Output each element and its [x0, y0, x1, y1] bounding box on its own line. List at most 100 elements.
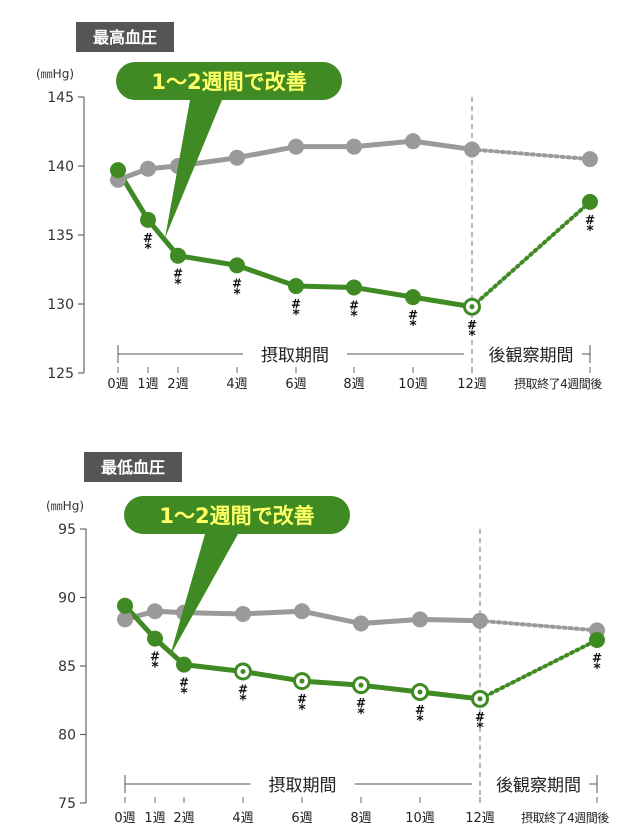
x-tick-label: 8週	[350, 811, 371, 826]
chart-systolic: 最高血圧 (㎜Hg) 125 130 135 140 145 摂取期間 後観察期間 0週 1週 2週 4…	[36, 22, 603, 392]
significance-mark: *	[416, 713, 424, 729]
y-tick-label: 80	[58, 728, 76, 744]
significance-mark: *	[239, 692, 247, 708]
x-tick-label: 10週	[405, 811, 435, 826]
callout-text: 1～2週間で改善	[151, 70, 306, 94]
followup-period-label: 後観察期間	[489, 346, 574, 366]
data-point-placebo	[147, 603, 163, 620]
data-point-placebo	[346, 138, 362, 155]
data-point-center	[477, 696, 483, 702]
data-point-treatment	[229, 257, 245, 274]
significance-mark: #	[150, 650, 160, 664]
significance-mark: *	[476, 720, 484, 736]
data-point-placebo	[229, 149, 245, 166]
callout-pointer	[170, 534, 238, 656]
significance-mark: #	[592, 651, 602, 665]
significance-mark: *	[586, 223, 594, 239]
significance-mark: *	[144, 241, 152, 257]
intake-label-bg	[250, 770, 355, 796]
y-tick-label: 85	[58, 659, 76, 675]
x-tick-label: 1週	[144, 811, 165, 826]
data-point-treatment	[170, 247, 186, 264]
callout-bubble	[116, 62, 342, 100]
significance-mark: #	[291, 297, 301, 311]
y-tick-label: 145	[47, 90, 74, 106]
data-point-placebo	[288, 138, 304, 155]
significance-mark: #	[143, 231, 153, 245]
callout-bubble	[124, 496, 350, 534]
significance-mark: *	[409, 318, 417, 334]
data-point-treatment	[147, 630, 163, 647]
significance-mark: *	[180, 686, 188, 702]
y-axis-unit: (㎜Hg)	[36, 67, 74, 81]
intake-label-bg	[243, 340, 347, 366]
significance-mark: *	[151, 660, 159, 676]
data-point-placebo	[464, 141, 480, 158]
significance-mark: #	[467, 318, 477, 332]
followup-period-label: 後観察期間	[496, 776, 581, 796]
significance-mark: #	[349, 298, 359, 312]
y-tick-label: 140	[47, 159, 74, 175]
significance-mark: *	[350, 308, 358, 324]
significance-mark: *	[593, 661, 601, 677]
x-tick-label: 1週	[137, 377, 158, 392]
data-point-center	[417, 689, 423, 695]
chart-title-box	[76, 22, 174, 52]
data-point-placebo	[353, 615, 369, 632]
data-point-treatment	[589, 631, 605, 648]
x-tick-label: 12週	[465, 811, 495, 826]
x-tick-label: 12週	[457, 377, 487, 392]
chart-diastolic: 最低血圧 (㎜Hg) 75 80 85 90 95 摂取期間 後観察期間 0週 1週 2週 4週 6週 8週…	[46, 452, 610, 826]
significance-mark: *	[357, 706, 365, 722]
y-tick-label: 95	[58, 522, 76, 538]
y-axis-unit: (㎜Hg)	[46, 499, 84, 513]
data-point-center	[358, 682, 364, 688]
x-tick-label: 8週	[343, 377, 364, 392]
data-point-treatment	[140, 211, 156, 228]
significance-mark: #	[232, 276, 242, 290]
data-point-treatment	[288, 278, 304, 295]
data-point-placebo	[140, 160, 156, 177]
chart-title-box	[84, 452, 182, 482]
significance-mark: #	[297, 692, 307, 706]
data-point-treatment	[582, 193, 598, 210]
significance-mark: #	[415, 703, 425, 717]
significance-mark: #	[408, 308, 418, 322]
data-point-placebo	[117, 611, 133, 628]
data-point-treatment	[346, 279, 362, 296]
x-tick-label: 4週	[232, 811, 253, 826]
x-tick-label: 0週	[114, 811, 135, 826]
x-tick-label: 0週	[107, 377, 128, 392]
intake-period-label: 摂取期間	[261, 346, 329, 366]
series-followup-line-placebo	[470, 147, 592, 162]
y-tick-label: 125	[47, 366, 74, 382]
significance-mark: *	[298, 702, 306, 718]
significance-mark: #	[356, 696, 366, 710]
data-point-placebo	[412, 611, 428, 628]
series-followup-line-treatment	[470, 199, 592, 309]
y-tick-label: 135	[47, 228, 74, 244]
series-followup-line-placebo	[478, 618, 599, 633]
x-tick-label: 摂取終了4週間後	[521, 810, 609, 825]
significance-mark: *	[468, 328, 476, 344]
y-tick-label: 130	[47, 297, 74, 313]
chart-title: 最低血圧	[101, 458, 165, 477]
chart-title: 最高血圧	[93, 28, 157, 47]
data-point-treatment	[117, 597, 133, 614]
x-tick-label: 10週	[398, 377, 428, 392]
significance-mark: *	[292, 307, 300, 323]
x-tick-label: 2週	[167, 377, 188, 392]
data-point-treatment	[176, 656, 192, 673]
data-point-center	[240, 668, 246, 674]
intake-period-label: 摂取期間	[269, 776, 337, 796]
significance-mark: #	[585, 213, 595, 227]
y-tick-label: 75	[58, 796, 76, 812]
significance-mark: #	[475, 710, 485, 724]
data-point-placebo	[294, 603, 310, 620]
data-point-treatment	[110, 162, 126, 179]
data-point-center	[299, 678, 305, 684]
x-tick-label: 摂取終了4週間後	[514, 376, 602, 391]
data-point-placebo	[235, 605, 251, 622]
x-tick-label: 6週	[285, 377, 306, 392]
